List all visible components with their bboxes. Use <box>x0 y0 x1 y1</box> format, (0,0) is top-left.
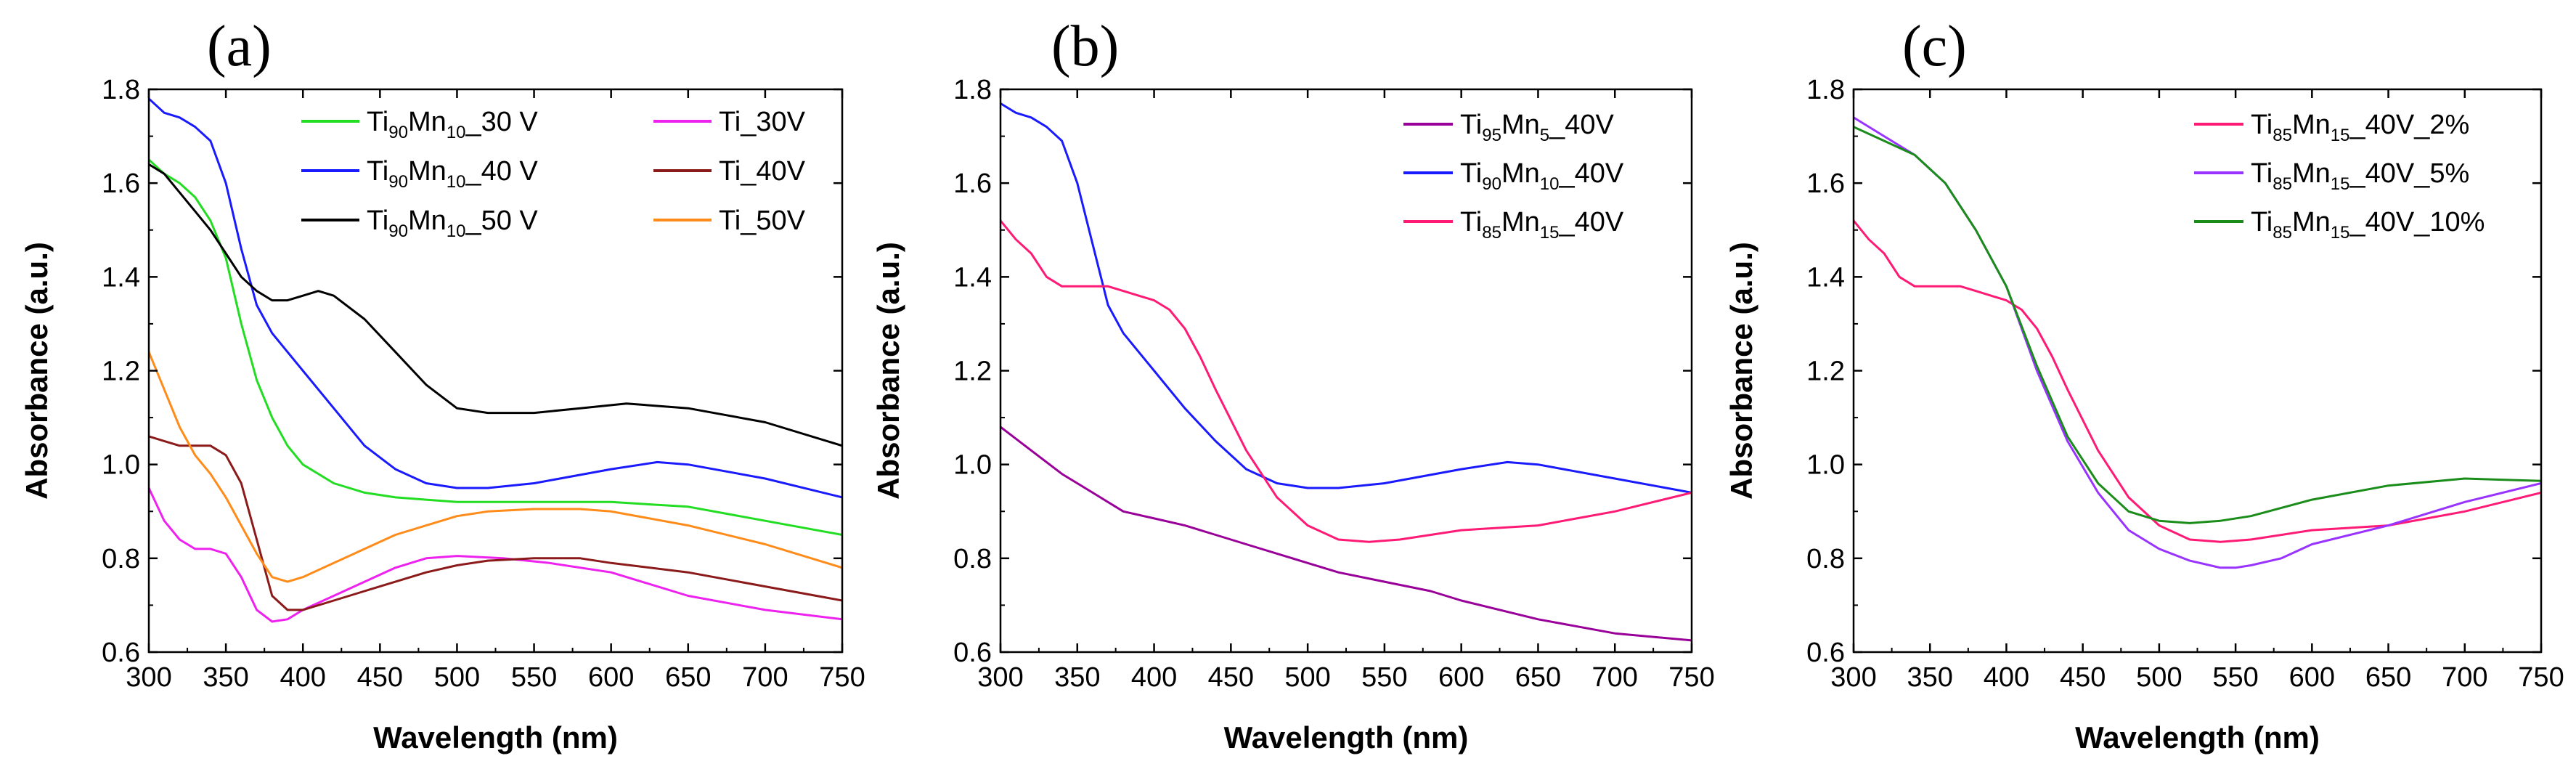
x-tick-label: 700 <box>1592 662 1638 693</box>
y-tick-label: 1.0 <box>102 450 140 481</box>
x-tick-label: 600 <box>2289 662 2335 693</box>
x-tick-label: 350 <box>203 662 248 693</box>
x-tick-label: 350 <box>1054 662 1100 693</box>
legend-label: Ti90Mn10_50 V <box>367 206 538 241</box>
legend-label: Ti90Mn10_40 V <box>367 156 538 192</box>
legend-label: Ti90Mn10_40V <box>1460 158 1624 194</box>
y-tick-label: 1.8 <box>1806 75 1845 105</box>
panel-label: (a) <box>207 15 272 78</box>
x-tick-label: 300 <box>1830 662 1876 693</box>
y-tick-label: 1.8 <box>102 75 140 105</box>
series-line-6 <box>149 351 842 583</box>
legend: Ti85Mn15_40V_2% Ti85Mn15_40V_5% Ti85Mn15_4… <box>2194 110 2485 243</box>
x-tick-label: 750 <box>2518 662 2564 693</box>
x-axis-title: Wavelength (nm) <box>2075 720 2320 754</box>
x-tick-label: 650 <box>665 662 711 693</box>
x-tick-label: 350 <box>1907 662 1953 693</box>
x-tick-label: 400 <box>280 662 326 693</box>
legend-label: Ti85Mn15_40V_2% <box>2251 110 2469 145</box>
y-tick-label: 1.4 <box>102 262 140 293</box>
y-tick-label: 1.4 <box>1806 262 1845 293</box>
series-line-2 <box>1000 102 1692 494</box>
x-tick-label: 400 <box>1984 662 2029 693</box>
legend-label: Ti_30V <box>719 107 806 137</box>
legend-label: Ti85Mn15_40V_5% <box>2251 158 2469 194</box>
x-tick-label: 700 <box>742 662 788 693</box>
y-tick-label: 1.2 <box>953 357 992 387</box>
x-tick-label: 500 <box>2136 662 2182 693</box>
y-tick-label: 0.8 <box>102 544 140 574</box>
x-tick-label: 650 <box>1515 662 1561 693</box>
series-line-1 <box>1000 426 1692 642</box>
series-line-5 <box>149 435 842 611</box>
y-tick-label: 1.8 <box>953 75 992 105</box>
x-tick-label: 550 <box>2212 662 2258 693</box>
x-tick-label: 300 <box>126 662 171 693</box>
y-axis-title: Absorbance (a.u.) <box>1724 242 1758 500</box>
legend-label: Ti_50V <box>719 206 806 236</box>
series-line-1 <box>1854 219 2541 543</box>
legend-label: Ti85Mn15_40V <box>1460 207 1624 243</box>
x-tick-label: 600 <box>1438 662 1484 693</box>
x-axis-title: Wavelength (nm) <box>373 720 618 754</box>
y-tick-label: 1.2 <box>1806 357 1845 387</box>
y-tick-label: 1.0 <box>1806 450 1845 481</box>
panel-label: (c) <box>1902 15 1967 78</box>
x-tick-label: 650 <box>2365 662 2411 693</box>
x-tick-label: 500 <box>434 662 480 693</box>
x-tick-label: 300 <box>977 662 1023 693</box>
x-tick-label: 700 <box>2442 662 2487 693</box>
chart-panel-1: (a) 300 350 400 450 500 550 600 650 700 750 0.6 0.8 1… <box>20 15 865 754</box>
y-tick-label: 0.6 <box>102 638 140 668</box>
x-axis-title: Wavelength (nm) <box>1224 720 1469 754</box>
series-line-1 <box>149 158 842 536</box>
y-tick-label: 0.8 <box>1806 544 1845 574</box>
x-tick-label: 500 <box>1284 662 1330 693</box>
legend: Ti90Mn10_30 V Ti90Mn10_40 V Ti90Mn10_50 V T… <box>301 107 806 241</box>
legend-label: Ti95Mn5_40V <box>1460 110 1615 145</box>
y-tick-label: 1.0 <box>953 450 992 481</box>
legend-label: Ti90Mn10_30 V <box>367 107 538 142</box>
y-tick-label: 1.4 <box>953 262 992 293</box>
x-tick-label: 750 <box>1668 662 1714 693</box>
y-axis-title: Absorbance (a.u.) <box>871 242 905 500</box>
x-tick-label: 450 <box>2060 662 2106 693</box>
x-tick-label: 550 <box>511 662 557 693</box>
x-tick-label: 550 <box>1361 662 1407 693</box>
chart-panel-3: (c) 300 350 400 450 500 550 600 650 700 750 0.6 0.8 1… <box>1724 15 2564 754</box>
series-line-3 <box>1854 126 2541 524</box>
y-axis-title: Absorbance (a.u.) <box>20 242 54 500</box>
y-tick-label: 0.6 <box>953 638 992 668</box>
series-line-4 <box>149 487 842 623</box>
x-tick-label: 450 <box>1208 662 1254 693</box>
y-tick-label: 1.6 <box>953 168 992 199</box>
legend-label: Ti85Mn15_40V_10% <box>2251 207 2485 243</box>
x-tick-label: 750 <box>819 662 865 693</box>
series-line-3 <box>1000 219 1692 543</box>
x-tick-label: 400 <box>1131 662 1177 693</box>
legend: Ti95Mn5_40V Ti90Mn10_40V Ti85Mn15_40V <box>1403 110 1624 243</box>
y-tick-label: 0.6 <box>1806 638 1845 668</box>
chart-panel-2: (b) 300 350 400 450 500 550 600 650 700 750 0.6 0.8 1… <box>871 15 1715 754</box>
panel-label: (b) <box>1051 15 1119 78</box>
y-tick-label: 1.6 <box>1806 168 1845 199</box>
series-line-3 <box>149 163 842 447</box>
series-line-2 <box>149 97 842 499</box>
legend-label: Ti_40V <box>719 156 806 187</box>
y-tick-label: 1.6 <box>102 168 140 199</box>
x-tick-label: 450 <box>357 662 403 693</box>
x-tick-label: 600 <box>588 662 634 693</box>
y-tick-label: 0.8 <box>953 544 992 574</box>
y-tick-label: 1.2 <box>102 357 140 387</box>
